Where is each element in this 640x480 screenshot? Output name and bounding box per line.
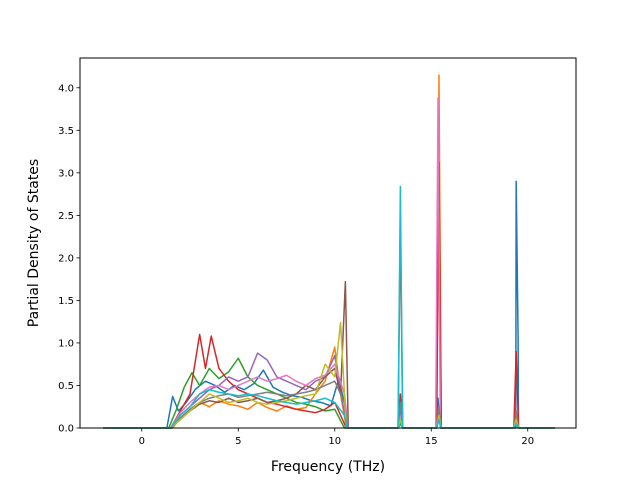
series-line-9: [103, 321, 555, 429]
y-tick-label: 4.0: [58, 83, 74, 94]
x-tick-label: 20: [521, 436, 534, 447]
series-line-10: [103, 185, 555, 429]
series-line-8: [103, 380, 555, 429]
y-tick-label: 3.5: [58, 126, 74, 137]
y-tick-label: 1.5: [58, 296, 74, 307]
y-tick-label: 3.0: [58, 168, 74, 179]
x-tick-label: 10: [328, 436, 341, 447]
axes-frame: [79, 57, 577, 429]
x-axis-title: Frequency (THz): [271, 459, 385, 475]
y-tick-label: 0.5: [58, 381, 74, 392]
x-tick-label: 0: [139, 436, 145, 447]
series-line-2: [103, 74, 555, 429]
y-tick-label: 1.0: [58, 338, 74, 349]
y-axis: 0.0 0.5 1.0 1.5 2.0 2.5 3.0 3.5 4.0: [58, 83, 80, 435]
x-axis: 0 5 10 15 20: [139, 428, 534, 447]
series-line-7: [103, 97, 555, 429]
y-tick-label: 0.0: [58, 424, 74, 435]
x-tick-label: 15: [425, 436, 438, 447]
y-tick-label: 2.0: [58, 253, 74, 264]
y-axis-title: Partial Density of States: [26, 159, 42, 327]
y-tick-label: 2.5: [58, 211, 74, 222]
x-tick-label: 5: [235, 436, 241, 447]
plot-lines: [103, 74, 555, 429]
